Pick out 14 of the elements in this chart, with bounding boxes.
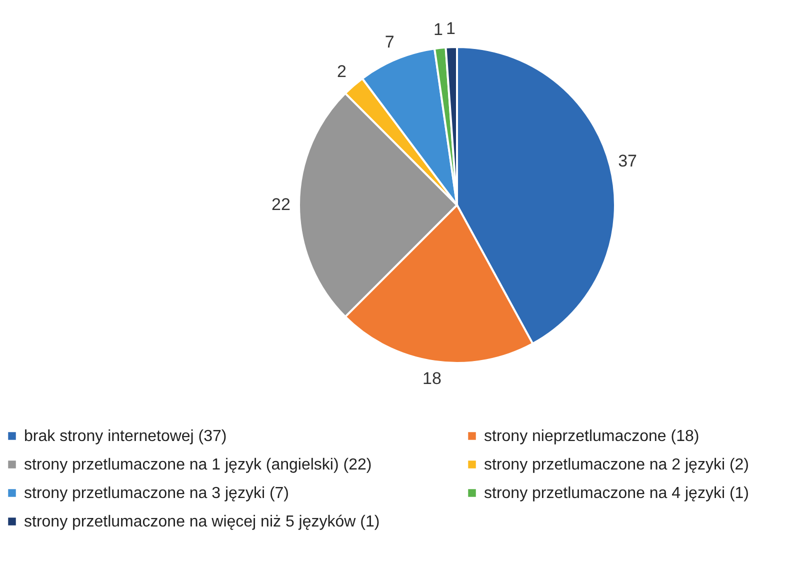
data-label: 2: [337, 62, 346, 81]
data-label: 18: [422, 369, 442, 388]
data-label: 22: [272, 195, 290, 214]
legend-label: strony przetlumaczone na 3 języki (7): [24, 485, 289, 502]
legend-label: strony nieprzetlumaczone (18): [484, 428, 700, 445]
data-label: 1: [446, 19, 456, 38]
legend-label: strony przetlumaczone na 2 języki (2): [484, 456, 749, 474]
legend-label: brak strony internetowej (37): [24, 428, 227, 445]
data-label: 37: [618, 151, 637, 170]
legend-label: strony przetlumaczone na więcej niż 5 języków (1): [24, 514, 380, 530]
data-label: 7: [384, 32, 394, 52]
data-label: 1: [433, 20, 443, 40]
legend-label: strony przetlumaczone na 1 język (angielski) (22): [24, 456, 372, 474]
legend-label: strony przetlumaczone na 4 języki (1): [484, 485, 749, 502]
